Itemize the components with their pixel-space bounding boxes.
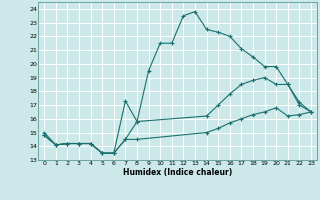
X-axis label: Humidex (Indice chaleur): Humidex (Indice chaleur) [123, 168, 232, 177]
